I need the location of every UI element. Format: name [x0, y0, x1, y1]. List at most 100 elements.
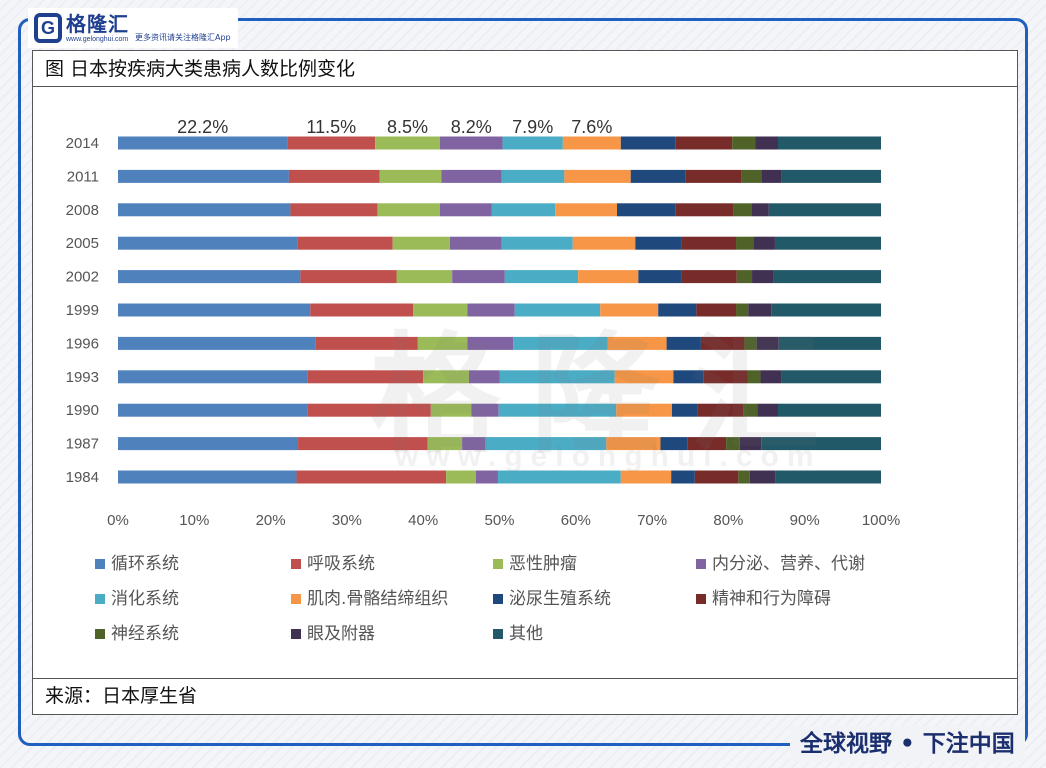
bar-segment [732, 136, 756, 150]
data-label: 7.6% [571, 117, 612, 137]
bar-segment [501, 169, 565, 183]
logo-domain: www.gelonghui.com [66, 35, 129, 43]
bar-segment [697, 403, 744, 417]
legend-label: 恶性肿瘤 [509, 554, 577, 574]
bar-segment [379, 169, 442, 183]
bar-segment [773, 270, 881, 284]
x-tick-label: 90% [790, 512, 820, 529]
bar-segment [471, 403, 499, 417]
y-tick-label: 1993 [66, 369, 99, 386]
legend-swatch [95, 559, 105, 569]
bar-segment [287, 136, 376, 150]
x-tick-label: 60% [561, 512, 591, 529]
bar-segment [572, 236, 636, 250]
bar-segment [441, 169, 502, 183]
x-tick-label: 70% [637, 512, 667, 529]
figure-title: 图 日本按疾病大类患病人数比例变化 [33, 51, 1017, 87]
bar-segment [468, 370, 500, 384]
bar-segment [753, 236, 775, 250]
bar-segment [739, 437, 762, 451]
bar-segment [660, 437, 688, 451]
data-label: 7.9% [512, 117, 553, 137]
x-tick-label: 50% [484, 512, 514, 529]
bar-segment [761, 437, 881, 451]
y-tick-label: 2011 [67, 168, 99, 185]
bar-segment [118, 303, 311, 317]
bar-segment [502, 136, 563, 150]
bar-segment [562, 136, 621, 150]
bar-segment [449, 236, 502, 250]
bar-segment [392, 236, 450, 250]
bar-segment [614, 370, 674, 384]
bar-segment [446, 470, 476, 484]
bar-segment [499, 370, 615, 384]
legend-label: 神经系统 [111, 624, 179, 641]
bar-segment [617, 203, 676, 217]
legend-label: 精神和行为障碍 [712, 589, 831, 609]
bar-segment [703, 370, 748, 384]
legend-swatch [95, 594, 105, 604]
legend-label: 泌尿生殖系统 [509, 589, 611, 609]
data-label: 11.5% [306, 117, 356, 137]
legend-label: 眼及附器 [307, 624, 375, 641]
data-label: 8.5% [387, 117, 428, 137]
bar-segment [666, 336, 701, 350]
bar-segment [377, 203, 440, 217]
bar-segment [620, 470, 672, 484]
bar-segment [673, 370, 704, 384]
bar-segment [307, 403, 431, 417]
bar-segment [777, 136, 881, 150]
bar-segment [423, 370, 469, 384]
bar-segment [118, 236, 298, 250]
bar-segment [751, 203, 769, 217]
bar-segment [452, 270, 505, 284]
bar-segment [118, 437, 299, 451]
bar-segment [743, 403, 758, 417]
bar-segment [744, 336, 757, 350]
bar-segment [620, 136, 676, 150]
bar-segment [775, 470, 881, 484]
legend-label: 呼吸系统 [307, 554, 375, 574]
bar-segment [555, 203, 618, 217]
bar-segment [774, 236, 881, 250]
bar-segment [564, 169, 631, 183]
bar-segment [504, 270, 579, 284]
bar-segment [297, 236, 393, 250]
bar-segment [736, 303, 749, 317]
y-tick-label: 1984 [66, 469, 99, 486]
y-tick-label: 2008 [66, 202, 99, 219]
x-tick-label: 30% [332, 512, 362, 529]
bar-segment [726, 437, 740, 451]
bar-segment [497, 470, 621, 484]
bar-segment [298, 437, 428, 451]
y-tick-label: 1990 [66, 402, 99, 419]
bar-segment [475, 470, 498, 484]
legend-label: 肌肉.骨骼结缔组织 [307, 589, 448, 609]
figure-card: 图 日本按疾病大类患病人数比例变化 2014 2011 2008 2005 2002 19… [32, 50, 1018, 715]
bar-segment [288, 169, 380, 183]
y-tick-label: 2014 [66, 135, 99, 152]
bar-segment [118, 203, 291, 217]
bar-segment [310, 303, 414, 317]
stacked-bar-chart: 2014 2011 2008 2005 2002 1999 1996 1993 1990 1987… [66, 117, 901, 641]
bar-segment [315, 336, 418, 350]
bar-segment [694, 470, 739, 484]
bar-segment [738, 470, 750, 484]
x-tick-label: 80% [713, 512, 743, 529]
bar-segment [439, 136, 503, 150]
x-tick-label: 10% [179, 512, 209, 529]
legend-label: 其他 [509, 624, 543, 641]
bar-segment [462, 437, 486, 451]
legend-swatch [493, 629, 503, 639]
legend-swatch [493, 559, 503, 569]
bar-segment [687, 437, 727, 451]
header-slogan: 更多资讯请关注格隆汇App [135, 32, 231, 42]
bar-segment [757, 403, 778, 417]
bar-segment [696, 303, 737, 317]
bar-segment [296, 470, 447, 484]
bar-segment [760, 370, 782, 384]
bar-segment [761, 169, 782, 183]
bar-segment [118, 470, 297, 484]
legend-swatch [291, 594, 301, 604]
legend-swatch [696, 594, 706, 604]
